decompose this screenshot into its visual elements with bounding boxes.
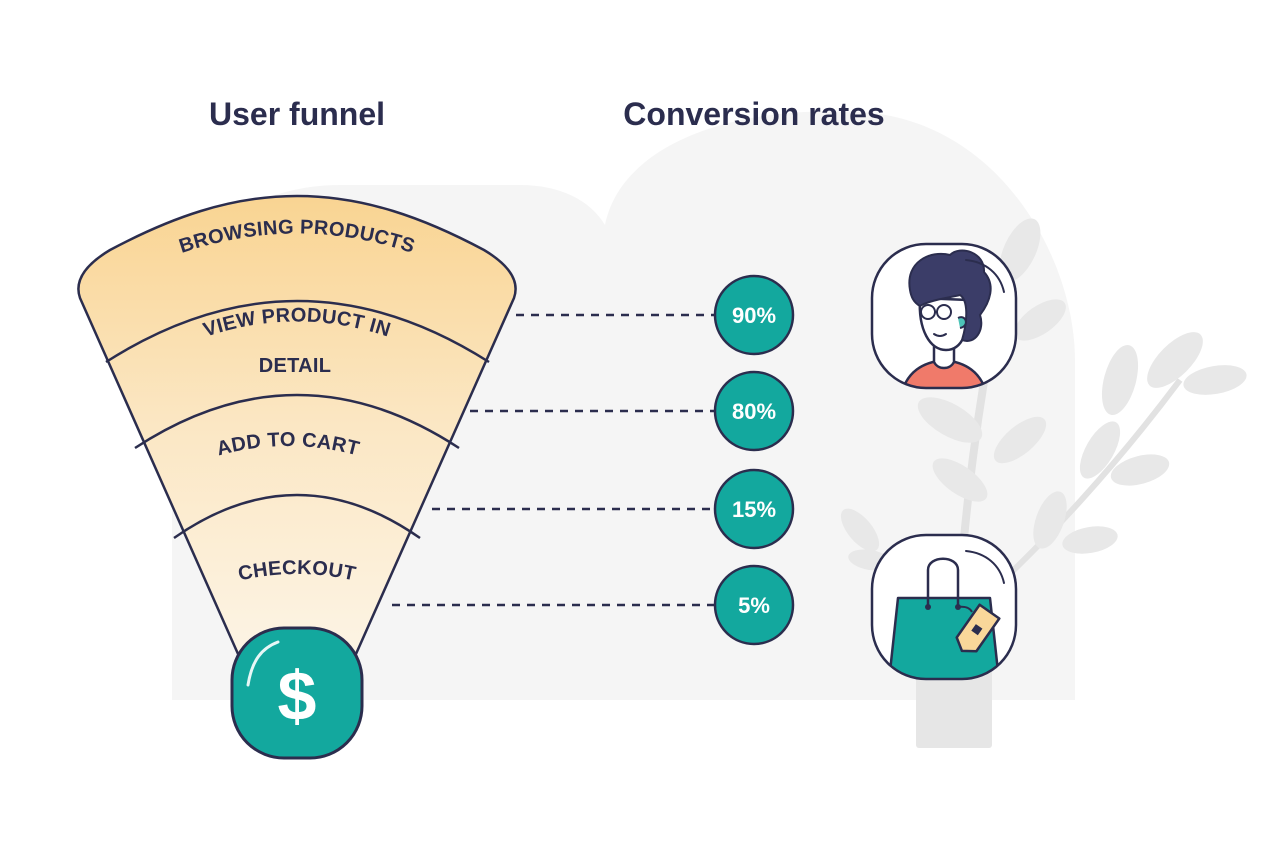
rate-circle-2: 80% — [713, 370, 795, 452]
conversion-rates-heading: Conversion rates — [623, 96, 885, 132]
user-funnel-heading: User funnel — [208, 96, 386, 132]
shopping-bag-icon — [870, 533, 1018, 681]
rate-value-3: 15% — [732, 497, 776, 522]
funnel: BROWSING PRODUCTS VIEW PRODUCT IN DETAIL… — [77, 194, 517, 710]
person-avatar-icon — [870, 242, 1018, 390]
rate-circle-1: 90% — [713, 274, 795, 356]
rate-value-4: 5% — [738, 593, 770, 618]
rate-circle-3: 15% — [713, 468, 795, 550]
dollar-badge: $ — [230, 626, 364, 760]
connector-lines — [392, 313, 714, 607]
funnel-stage-2-label-line-2: DETAIL — [259, 355, 332, 377]
conversion-rates: 90% 80% 15% 5% — [713, 274, 795, 646]
dollar-icon: $ — [278, 657, 317, 735]
rate-value-1: 90% — [732, 303, 776, 328]
rate-circle-4: 5% — [713, 564, 795, 646]
rate-value-2: 80% — [732, 399, 776, 424]
